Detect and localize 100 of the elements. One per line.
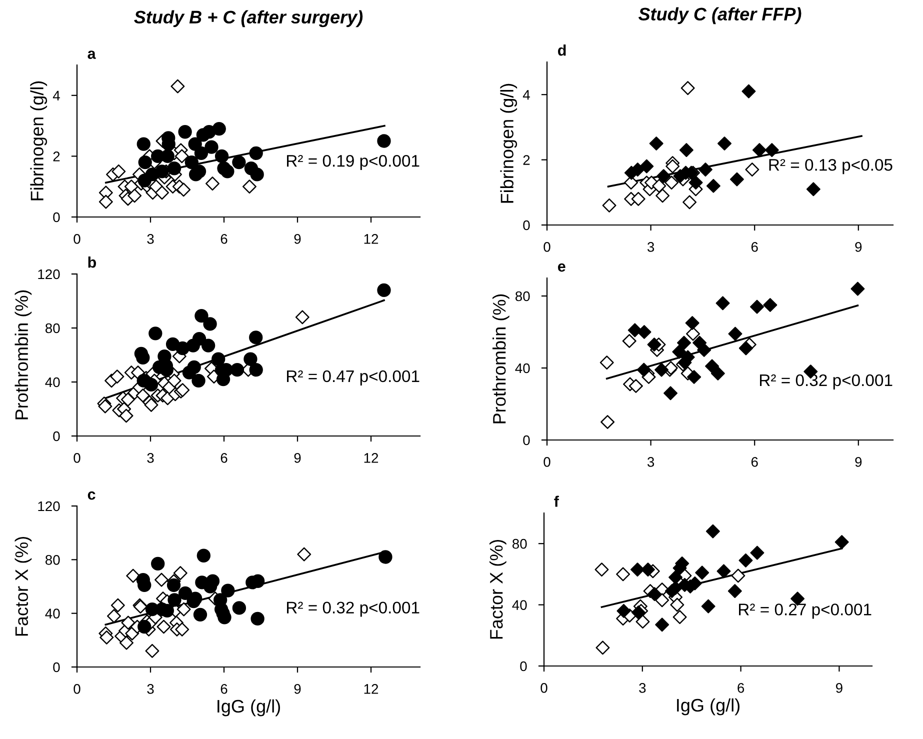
point	[738, 553, 753, 568]
y-tick-label: 0	[523, 220, 530, 230]
y-axis-title: Factor X (%)	[490, 540, 506, 639]
point	[206, 574, 220, 588]
x-tick-label: 6	[220, 234, 228, 244]
point	[136, 388, 150, 402]
point	[378, 550, 392, 564]
point	[750, 300, 764, 314]
y-axis-title: Factor X (%)	[14, 536, 32, 636]
point	[166, 578, 181, 592]
point	[670, 598, 684, 612]
x-tick-label: 0	[74, 453, 80, 463]
point	[656, 188, 670, 203]
point	[178, 586, 192, 600]
point	[688, 176, 703, 190]
x-tick-label: 0	[74, 684, 80, 694]
x-tick-label: 9	[855, 457, 862, 467]
point	[100, 630, 114, 644]
point	[232, 155, 246, 170]
point	[750, 546, 764, 560]
point	[706, 178, 720, 193]
x-tick-label: 12	[364, 684, 378, 694]
x-tick-label: 6	[220, 684, 228, 694]
point	[686, 326, 700, 341]
point	[194, 146, 208, 160]
point	[697, 343, 712, 357]
x-tick-label: 12	[364, 234, 378, 244]
point	[640, 159, 654, 174]
point	[204, 140, 218, 154]
point	[126, 568, 140, 583]
point	[155, 186, 170, 200]
point	[677, 336, 692, 350]
point	[377, 283, 391, 298]
point	[672, 344, 686, 359]
chart-subtitle: d	[558, 44, 566, 56]
y-tick-label: 120	[38, 269, 60, 280]
point	[648, 587, 662, 602]
point	[730, 172, 744, 186]
point	[600, 356, 614, 370]
point	[616, 567, 630, 582]
point	[250, 612, 264, 626]
point	[685, 316, 700, 330]
x-axis-title: IgG (g/l)	[677, 698, 740, 716]
point	[212, 122, 226, 136]
x-tick-label: 3	[647, 242, 654, 252]
point	[716, 564, 731, 578]
point	[98, 399, 112, 414]
y-tick-label: 40	[512, 600, 527, 610]
x-tick-label: 0	[544, 242, 550, 252]
point	[98, 194, 113, 209]
point	[728, 584, 742, 598]
y-axis-title: Prothrombin (%)	[492, 294, 510, 424]
point	[196, 548, 210, 562]
x-tick-label: 6	[738, 683, 744, 693]
x-tick-label: 9	[836, 683, 842, 693]
point	[212, 352, 226, 366]
point	[218, 610, 232, 624]
point	[151, 556, 165, 571]
point	[731, 568, 746, 583]
chart-subtitle: b	[88, 256, 96, 268]
point	[201, 338, 216, 352]
x-axis-title: IgG (g/l)	[218, 699, 280, 716]
point	[244, 352, 258, 366]
y-axis-title: Fibrinogen (g/l)	[30, 81, 48, 200]
y-tick-label: 0	[520, 661, 527, 672]
point	[728, 326, 742, 341]
y-tick-label: 2	[523, 155, 530, 165]
point	[742, 84, 756, 98]
point	[664, 386, 678, 400]
point	[203, 317, 217, 331]
point	[178, 125, 192, 139]
point	[184, 155, 198, 170]
chart-subtitle: e	[558, 263, 566, 272]
point	[636, 362, 651, 377]
x-tick-label: 3	[147, 453, 154, 463]
y-tick-label: 120	[38, 501, 60, 512]
annotation: R² = 0.13 p<0.05	[769, 158, 892, 174]
point	[249, 146, 263, 160]
x-tick-label: 3	[639, 683, 646, 693]
y-tick-label: 0	[523, 435, 530, 446]
point	[155, 164, 169, 178]
point	[230, 363, 244, 377]
point	[672, 610, 687, 624]
point	[168, 593, 182, 607]
point	[249, 330, 263, 344]
point	[221, 584, 235, 598]
x-tick-label: 6	[220, 453, 228, 463]
point	[705, 359, 720, 374]
point	[194, 309, 208, 323]
point	[679, 143, 694, 158]
point	[850, 282, 865, 296]
y-tick-label: 0	[53, 212, 60, 222]
annotation: R² = 0.27 p<0.001	[739, 604, 872, 619]
point	[173, 566, 188, 580]
point	[156, 620, 171, 634]
x-tick-label: 6	[751, 242, 758, 252]
point	[214, 149, 229, 164]
x-tick-label: 6	[751, 457, 758, 467]
point	[128, 188, 142, 203]
point	[716, 296, 730, 310]
